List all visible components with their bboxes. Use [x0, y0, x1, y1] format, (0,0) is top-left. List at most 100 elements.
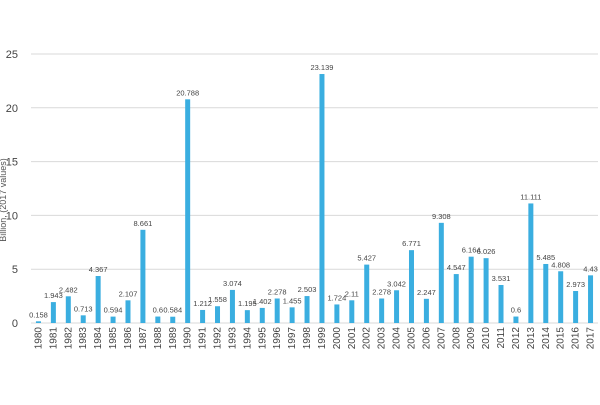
data-label: 0.713: [74, 304, 93, 313]
x-tick-label: 1983: [78, 327, 89, 350]
x-tick-label: 1990: [183, 327, 194, 350]
x-tick-label: 1988: [153, 327, 164, 350]
x-tick-label: 2016: [571, 327, 582, 350]
bar: [274, 298, 280, 323]
bars: [35, 74, 594, 324]
bar: [50, 302, 56, 323]
y-tick-label: 20: [6, 103, 18, 115]
data-label: 11.111: [520, 192, 541, 201]
bar: [65, 296, 71, 323]
data-label: 1.724: [327, 293, 346, 302]
x-tick-label: 2017: [586, 327, 597, 350]
bar: [155, 316, 161, 323]
x-tick-label: 1998: [302, 327, 313, 350]
bar: [215, 306, 221, 323]
x-tick-label: 1986: [123, 327, 134, 350]
data-label: 5.427: [357, 254, 376, 263]
y-tick-label: 5: [12, 264, 18, 276]
x-tick-label: 2000: [332, 327, 343, 350]
x-tick-label: 1980: [33, 327, 44, 350]
data-label: 2.278: [372, 287, 391, 296]
bar: [573, 291, 579, 323]
bar: [140, 229, 146, 323]
bar: [453, 274, 459, 323]
data-label: 2.11: [345, 289, 359, 298]
data-label: 1.402: [253, 297, 272, 306]
bar: [319, 74, 325, 324]
x-tick-label: 1995: [257, 327, 268, 350]
x-tick-label: 2006: [421, 327, 432, 350]
data-label: 4.43: [583, 264, 598, 273]
data-label: 2.278: [268, 287, 287, 296]
data-label: 23.139: [310, 63, 333, 72]
data-label: 20.788: [176, 88, 199, 97]
x-tick-label: 1996: [272, 327, 283, 350]
x-tick-label: 2012: [511, 327, 522, 350]
bar: [394, 290, 400, 323]
bar: [349, 300, 355, 323]
bar: [483, 258, 489, 323]
x-tick-label: 2009: [466, 327, 477, 350]
bar: [334, 304, 340, 323]
x-tick-label: 1982: [63, 327, 74, 350]
x-tick-label: 2014: [541, 327, 552, 350]
bar: [379, 298, 385, 323]
bar: [259, 307, 265, 323]
data-label: 3.074: [223, 279, 242, 288]
x-tick-label: 2003: [377, 327, 388, 350]
bar: [528, 203, 534, 323]
x-tick-label: 2005: [406, 327, 417, 350]
bar: [95, 276, 101, 323]
y-tick-label: 10: [6, 210, 18, 222]
x-tick-label: 1994: [242, 327, 253, 350]
data-label: 2.107: [119, 289, 138, 298]
x-axis-ticks: 1980 1981 1982 1983 1984 1985 1986 1987 1988 1989…: [33, 327, 596, 350]
bar: [229, 289, 235, 323]
bar: [423, 298, 429, 323]
data-label: 1.558: [208, 295, 227, 304]
x-tick-label: 2015: [556, 327, 567, 350]
data-label: 4.367: [89, 265, 108, 274]
data-label: 2.247: [417, 288, 436, 297]
bar: [80, 315, 86, 323]
bar: [408, 250, 414, 323]
x-tick-label: 2001: [347, 327, 358, 350]
data-label: 6.164: [462, 246, 481, 255]
bar: [289, 307, 295, 323]
y-tick-label: 15: [6, 157, 18, 169]
data-label: 0.584: [163, 306, 182, 315]
bar: [200, 309, 206, 323]
data-label: 3.531: [492, 274, 511, 283]
data-label: 1.943: [44, 291, 63, 300]
data-label: 0.594: [104, 306, 123, 315]
x-tick-label: 1992: [213, 327, 224, 350]
data-label: 2.973: [566, 280, 585, 289]
data-label: 6.026: [477, 247, 496, 256]
bar: [364, 264, 370, 323]
data-label: 3.042: [387, 279, 406, 288]
x-tick-label: 1981: [48, 327, 59, 350]
bar: [468, 256, 474, 323]
x-tick-label: 2002: [362, 327, 373, 350]
data-label: 0.6: [153, 306, 163, 315]
data-label: 1.212: [193, 299, 212, 308]
bar: [513, 316, 519, 323]
bar: [438, 222, 444, 323]
data-label: 1.195: [238, 299, 257, 308]
bar: [543, 263, 549, 323]
bar: [244, 310, 250, 323]
bar: [588, 275, 594, 323]
x-tick-label: 1993: [227, 327, 238, 350]
bar: [170, 316, 176, 323]
data-label: 5.485: [536, 253, 555, 262]
y-tick-label: 0: [12, 318, 18, 330]
x-tick-label: 1989: [168, 327, 179, 350]
bar: [558, 271, 564, 323]
x-tick-label: 2004: [392, 327, 403, 350]
x-tick-label: 2008: [451, 327, 462, 350]
x-tick-label: 2013: [526, 327, 537, 350]
gridlines: [31, 53, 598, 324]
